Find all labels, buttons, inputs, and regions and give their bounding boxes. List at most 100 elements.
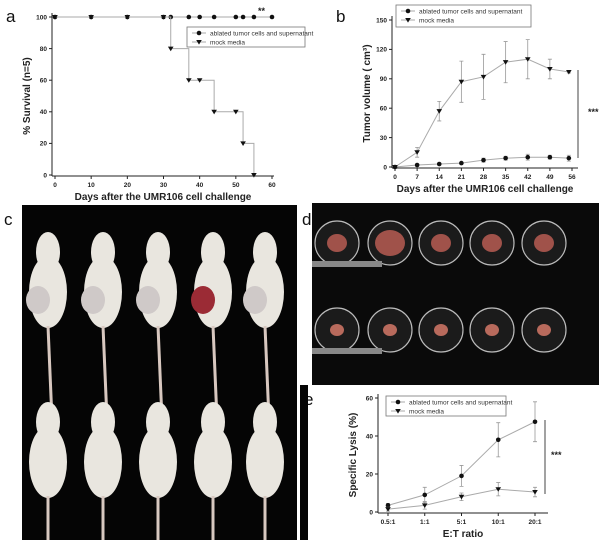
- tumor-dish-photo: [300, 203, 599, 540]
- data-point: [495, 437, 501, 443]
- series-mock: [52, 15, 257, 178]
- y-tick-label: 20: [366, 471, 374, 478]
- significance-annotation: ***: [588, 107, 599, 117]
- data-point: [196, 78, 203, 83]
- series-ablated: [392, 153, 572, 170]
- rat: [84, 402, 122, 540]
- petri-dish: [521, 307, 567, 353]
- legend-label: mock media: [419, 17, 454, 24]
- x-tick-label: 50: [232, 182, 240, 189]
- tumor-specimen: [330, 324, 344, 336]
- tumor-site: [136, 286, 160, 314]
- tumor: [191, 286, 215, 314]
- y-tick-label: 120: [376, 47, 387, 54]
- petri-dish: [314, 220, 360, 266]
- data-point: [414, 162, 420, 168]
- data-point: [197, 14, 202, 20]
- x-axis-title: E:T ratio: [443, 529, 484, 540]
- significance-annotation: **: [258, 6, 266, 16]
- data-point: [392, 165, 398, 170]
- tumor-specimen: [537, 324, 551, 336]
- y-tick-label: 30: [380, 135, 388, 142]
- y-axis-title: Tumor volume ( cm³): [362, 44, 373, 142]
- panel-label-a: a: [6, 7, 16, 26]
- rat: [243, 232, 284, 421]
- data-point: [88, 15, 94, 20]
- data-point: [495, 487, 502, 492]
- x-tick-label: 30: [160, 182, 168, 189]
- tumor-site: [243, 286, 267, 314]
- y-tick-label: 60: [380, 106, 388, 113]
- data-point: [566, 155, 572, 161]
- tumor-specimen: [383, 324, 397, 336]
- data-point: [124, 15, 131, 20]
- circle-marker-icon: [395, 399, 401, 405]
- data-point: [481, 157, 486, 163]
- legend-label: ablated tumor cells and supernatant: [409, 399, 513, 406]
- x-tick-label: 35: [502, 174, 510, 181]
- x-tick-label: 42: [524, 174, 532, 181]
- x-tick-label: 60: [268, 182, 276, 189]
- legend-box: [385, 395, 507, 417]
- legend-box: [186, 26, 306, 48]
- data-point: [458, 79, 465, 85]
- caliper: [312, 261, 382, 267]
- legend-box: [395, 4, 532, 28]
- panel-label-e: e: [304, 390, 313, 409]
- data-point: [414, 150, 420, 155]
- tumor-site: [26, 286, 50, 314]
- data-point: [233, 14, 239, 20]
- series-line: [55, 16, 255, 175]
- legend-label: ablated tumor cells and supernatant: [419, 8, 523, 15]
- series-mock: [385, 482, 538, 512]
- legend: ablated tumor cells and supernatant mock …: [186, 26, 314, 48]
- tumor-site: [81, 286, 105, 314]
- y-axis-title: % Survival (n=5): [22, 57, 33, 135]
- rat-body: [29, 426, 67, 498]
- series-ablated: [385, 401, 538, 508]
- petri-dish: [314, 307, 360, 353]
- chart-b: 0 7 14 21 28 35 42 49 56 0 30 60 90 120 150 Days after …: [362, 4, 599, 195]
- chart-e: 0.5:1 1:1 5:1 10:1 20:1 0 20 40 60 E:T ratio Speci…: [348, 394, 562, 540]
- y-tick-label: 0: [383, 164, 387, 171]
- data-point: [251, 173, 257, 178]
- petri-dish: [521, 220, 567, 266]
- triangle-marker-icon: [405, 18, 411, 23]
- legend: ablated tumor cells and supernatant mock …: [385, 395, 513, 417]
- data-point: [422, 492, 428, 498]
- rat: [136, 232, 177, 421]
- legend-label: mock media: [409, 408, 444, 415]
- rat-body: [246, 426, 284, 498]
- rat: [29, 402, 67, 540]
- data-point: [436, 161, 442, 167]
- tumor-specimen: [485, 324, 499, 336]
- data-point: [525, 154, 531, 160]
- photo-edge: [300, 385, 308, 540]
- x-tick-label: 5:1: [457, 519, 467, 526]
- x-tick-label: 14: [436, 174, 444, 181]
- data-point: [385, 503, 391, 508]
- x-tick-label: 20: [124, 182, 132, 189]
- tumor-specimen: [375, 230, 405, 256]
- data-point: [503, 155, 508, 161]
- data-point: [532, 419, 538, 425]
- x-tick-label: 40: [196, 182, 204, 189]
- charts: 0 10 20 30 40 50 60 0 20 40 60 80 100 Days after the …: [22, 4, 599, 540]
- chart-a: 0 10 20 30 40 50 60 0 20 40 60 80 100 Days after the …: [22, 6, 314, 203]
- x-tick-label: 21: [458, 174, 466, 181]
- significance-annotation: ***: [551, 450, 562, 460]
- data-point: [240, 14, 246, 20]
- data-point: [186, 78, 192, 83]
- y-tick-label: 60: [366, 395, 374, 402]
- data-point: [547, 154, 553, 160]
- x-axis-title: Days after the UMR106 cell challenge: [75, 192, 252, 203]
- y-tick-label: 20: [40, 141, 48, 148]
- y-tick-label: 150: [376, 17, 387, 24]
- circle-marker-icon: [196, 30, 202, 36]
- circle-marker-icon: [405, 8, 411, 14]
- y-tick-label: 40: [366, 433, 374, 440]
- rat: [246, 402, 284, 540]
- y-tick-label: 40: [40, 109, 48, 116]
